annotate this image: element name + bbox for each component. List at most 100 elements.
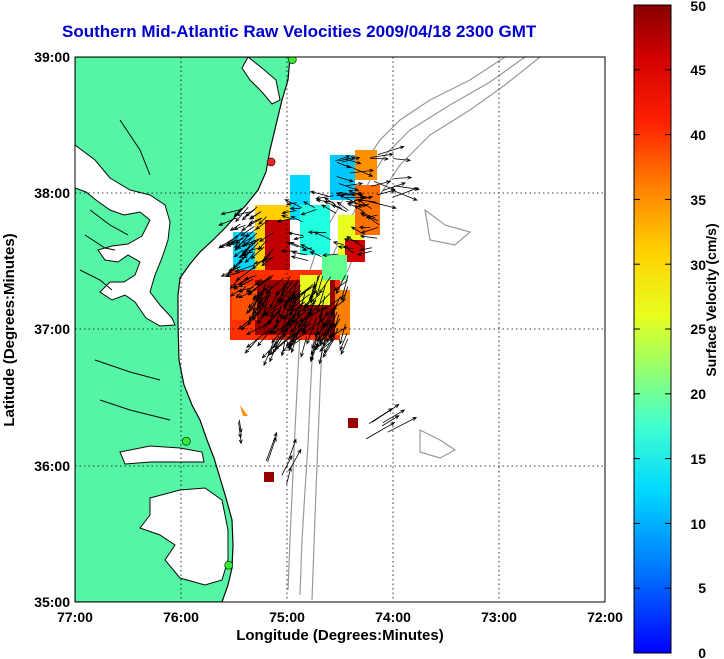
velocity-arrow — [299, 306, 326, 323]
velocity-arrow — [245, 325, 263, 335]
velocity-arrow — [218, 217, 237, 226]
velocity-arrow — [283, 292, 295, 306]
x-axis-label: Longitude (Degrees:Minutes) — [236, 627, 444, 644]
velocity-arrow — [290, 216, 303, 223]
colorbar-ticks — [634, 4, 671, 654]
velocity-arrow — [251, 294, 272, 315]
velocity-arrow — [233, 236, 253, 248]
station-markers — [182, 57, 297, 570]
velocity-arrow — [253, 257, 272, 265]
colorbar-tick-label: 15 — [690, 451, 706, 467]
x-tick-label: 77:00 — [57, 609, 93, 625]
velocity-arrow — [288, 279, 298, 310]
velocity-arrow — [247, 275, 271, 296]
colorbar-tick-label: 30 — [690, 257, 706, 273]
velocity-arrow — [346, 203, 358, 208]
velocity-arrow — [278, 276, 291, 304]
velocity-arrow — [276, 218, 292, 223]
velocity-arrow — [232, 281, 248, 290]
velocity-arrow — [335, 274, 346, 295]
velocity-arrow — [244, 252, 255, 264]
colorbar-tick-label: 45 — [690, 62, 706, 78]
colorbar-tick-label: 5 — [698, 580, 706, 596]
velocity-arrow — [280, 249, 298, 254]
velocity-arrow — [289, 293, 295, 317]
velocity-arrow — [292, 308, 310, 323]
velocity-arrow — [240, 225, 255, 237]
velocity-arrow — [263, 337, 276, 367]
velocity-arrow — [230, 230, 243, 245]
velocity-arrow — [282, 328, 303, 353]
station-marker — [266, 157, 276, 167]
velocity-arrow — [301, 321, 321, 334]
y-tick-label: 36:00 — [34, 458, 70, 474]
velocity-arrow — [309, 335, 318, 362]
velocity-arrow — [322, 253, 339, 257]
station-marker — [288, 57, 297, 65]
velocity-arrow — [336, 201, 349, 211]
velocity-arrow — [371, 180, 392, 187]
y-tick-label: 39:00 — [34, 49, 70, 65]
velocity-arrow — [236, 242, 256, 249]
velocity-arrow — [238, 419, 243, 434]
velocity-arrow — [288, 310, 297, 328]
velocity-arrow — [343, 237, 360, 242]
velocity-arrow — [289, 206, 301, 211]
plot-frame — [74, 56, 606, 603]
velocity-arrow — [382, 182, 407, 191]
velocity-arrow — [300, 244, 315, 252]
velocity-arrow — [240, 251, 254, 257]
velocity-arrow — [283, 315, 291, 339]
velocity-arrow — [283, 320, 298, 333]
map-title: Southern Mid-Atlantic Raw Velocities 200… — [62, 22, 537, 41]
velocity-arrow — [337, 245, 354, 249]
velocity-arrow — [324, 300, 344, 316]
velocity-arrow — [387, 417, 418, 433]
velocity-arrow — [237, 286, 254, 293]
velocity-arrow — [280, 214, 292, 220]
velocity-arrow — [261, 256, 274, 267]
velocity-arrow — [344, 195, 366, 200]
velocity-arrow — [283, 291, 292, 310]
velocity-arrow — [257, 307, 269, 325]
velocity-arrow — [365, 422, 396, 440]
y-axis-label: Latitude (Degrees:Minutes) — [1, 233, 18, 426]
velocity-arrow — [249, 211, 261, 220]
colorbar-tick-label: 10 — [690, 516, 706, 532]
velocity-arrow — [290, 317, 303, 334]
velocity-arrow — [238, 312, 259, 330]
velocity-arrow — [291, 251, 307, 256]
velocity-arrow — [341, 156, 361, 163]
velocity-arrow — [369, 156, 390, 161]
velocity-arrow — [393, 187, 419, 198]
velocity-arrow — [244, 338, 259, 354]
velocity-arrow — [393, 175, 413, 180]
grid-lines — [75, 57, 605, 602]
velocity-arrow — [246, 297, 261, 315]
x-tick-label: 75:00 — [269, 609, 305, 625]
velocity-arrow — [360, 212, 376, 219]
velocity-arrow — [359, 234, 378, 239]
velocity-arrow — [265, 431, 278, 462]
velocity-arrow — [235, 234, 247, 244]
velocity-arrow — [287, 231, 304, 237]
velocity-arrow — [240, 311, 261, 331]
x-tick-label: 74:00 — [375, 609, 411, 625]
velocity-arrow — [323, 301, 339, 327]
colorbar-tick-label: 20 — [690, 386, 706, 402]
velocity-arrow — [291, 289, 301, 312]
x-tick-label: 76:00 — [163, 609, 199, 625]
y-tick-label: 38:00 — [34, 185, 70, 201]
velocity-arrow — [394, 190, 418, 201]
x-tick-label: 72:00 — [587, 609, 623, 625]
velocity-arrow — [248, 294, 261, 309]
station-marker — [182, 436, 191, 446]
velocity-arrow — [250, 246, 265, 260]
albemarle-sound — [119, 445, 205, 465]
velocity-arrow — [309, 190, 328, 197]
velocity-arrow — [393, 158, 412, 162]
velocity-arrow — [258, 216, 267, 225]
velocity-arrow — [246, 329, 270, 348]
pamlico-sound — [139, 487, 229, 586]
